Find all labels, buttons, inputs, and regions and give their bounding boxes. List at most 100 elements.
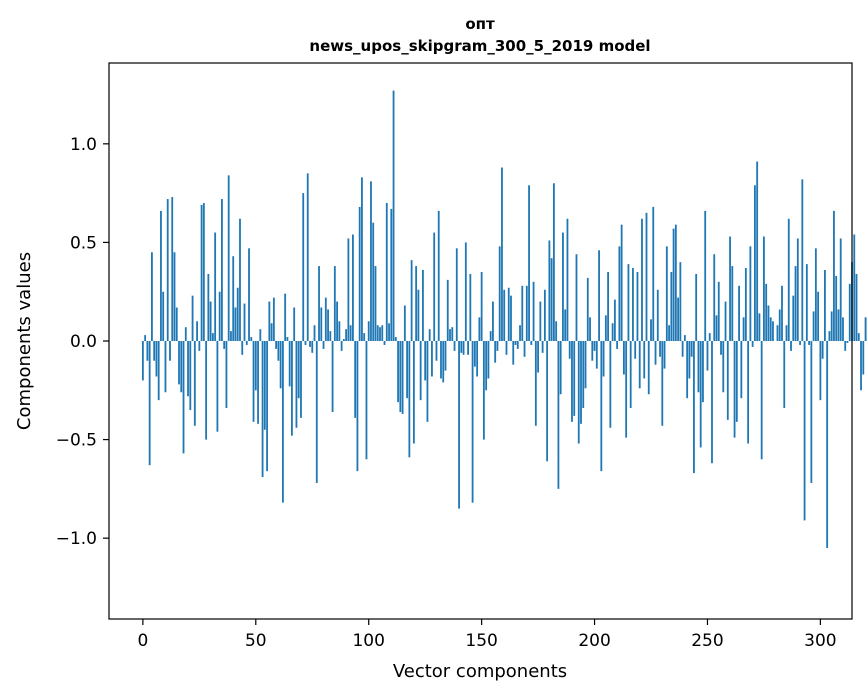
bar xyxy=(338,321,341,341)
bar xyxy=(663,341,666,369)
bar xyxy=(160,210,162,341)
x-tick-label: 100 xyxy=(352,631,384,651)
bar xyxy=(857,333,860,341)
bar xyxy=(232,256,235,341)
bar xyxy=(566,218,569,341)
bar xyxy=(751,341,754,347)
bar xyxy=(853,234,856,341)
bar xyxy=(261,341,264,478)
bar xyxy=(645,212,648,341)
bar xyxy=(776,325,779,341)
bar xyxy=(722,341,725,393)
bar xyxy=(803,341,806,521)
bar xyxy=(254,341,257,391)
bar xyxy=(300,341,302,418)
bar xyxy=(406,341,409,399)
bar xyxy=(397,341,399,403)
bar xyxy=(419,341,422,401)
x-axis-label: Vector components xyxy=(393,661,567,682)
bars-group xyxy=(141,90,867,549)
bar xyxy=(659,341,661,357)
bar xyxy=(498,246,501,341)
bar xyxy=(263,341,266,430)
chart-title-line-2: news_upos_skipgram_300_5_2019 model xyxy=(309,37,650,55)
bar xyxy=(180,341,183,393)
bar xyxy=(211,333,214,341)
bar xyxy=(234,307,237,341)
bar xyxy=(738,285,740,341)
bar xyxy=(431,341,433,377)
bar xyxy=(697,341,700,393)
bar xyxy=(151,252,153,341)
bar xyxy=(322,341,325,349)
bar xyxy=(772,321,774,341)
bar xyxy=(365,341,368,460)
bar xyxy=(370,181,372,341)
bar xyxy=(401,341,404,414)
bar xyxy=(607,271,609,341)
bar xyxy=(543,289,546,341)
x-tick-label: 250 xyxy=(691,631,723,651)
bar xyxy=(756,161,759,341)
x-tick-label: 50 xyxy=(245,631,267,651)
bar xyxy=(787,218,790,341)
bar xyxy=(747,341,750,444)
bar xyxy=(616,341,619,349)
bar xyxy=(329,331,332,341)
bar xyxy=(437,210,440,341)
bar xyxy=(381,325,384,341)
bar xyxy=(706,341,709,371)
bar xyxy=(428,329,431,341)
bar xyxy=(311,341,314,353)
bar xyxy=(342,339,345,341)
bar xyxy=(573,341,576,416)
bar xyxy=(196,321,198,341)
bar xyxy=(379,327,381,341)
bar xyxy=(216,341,219,432)
bar xyxy=(595,341,598,369)
bar xyxy=(602,341,605,377)
bar xyxy=(336,301,338,341)
chart-title-line-1: опт xyxy=(465,15,495,33)
bar xyxy=(376,325,379,341)
bar xyxy=(191,295,194,341)
bar xyxy=(842,317,844,341)
y-axis-label: Components values xyxy=(14,252,35,430)
bar xyxy=(225,341,228,409)
bar xyxy=(580,341,582,424)
bar xyxy=(277,341,280,361)
bar xyxy=(521,285,524,341)
bar xyxy=(266,341,268,472)
bar xyxy=(313,325,316,341)
x-tick-label: 0 xyxy=(137,631,148,651)
bar xyxy=(372,222,375,341)
bar xyxy=(458,341,460,509)
bar xyxy=(548,240,551,341)
bar xyxy=(345,329,348,341)
bar xyxy=(808,341,810,345)
bar xyxy=(634,341,637,359)
bar xyxy=(306,173,309,341)
bar xyxy=(284,293,287,341)
bar xyxy=(426,341,429,422)
bar xyxy=(440,341,442,379)
bar xyxy=(383,341,386,345)
bar xyxy=(478,317,481,341)
bar xyxy=(672,228,675,341)
bar xyxy=(501,167,503,341)
bar xyxy=(320,307,323,341)
bar xyxy=(207,273,210,341)
bar xyxy=(291,341,293,436)
bar xyxy=(564,309,567,341)
bar xyxy=(471,341,474,503)
bar xyxy=(358,206,361,341)
bar xyxy=(178,341,180,385)
bar xyxy=(830,311,833,341)
bar xyxy=(537,341,539,373)
bar xyxy=(309,341,311,347)
bar xyxy=(340,341,343,351)
bar xyxy=(257,341,259,424)
bar xyxy=(304,341,307,345)
bar xyxy=(674,224,677,341)
